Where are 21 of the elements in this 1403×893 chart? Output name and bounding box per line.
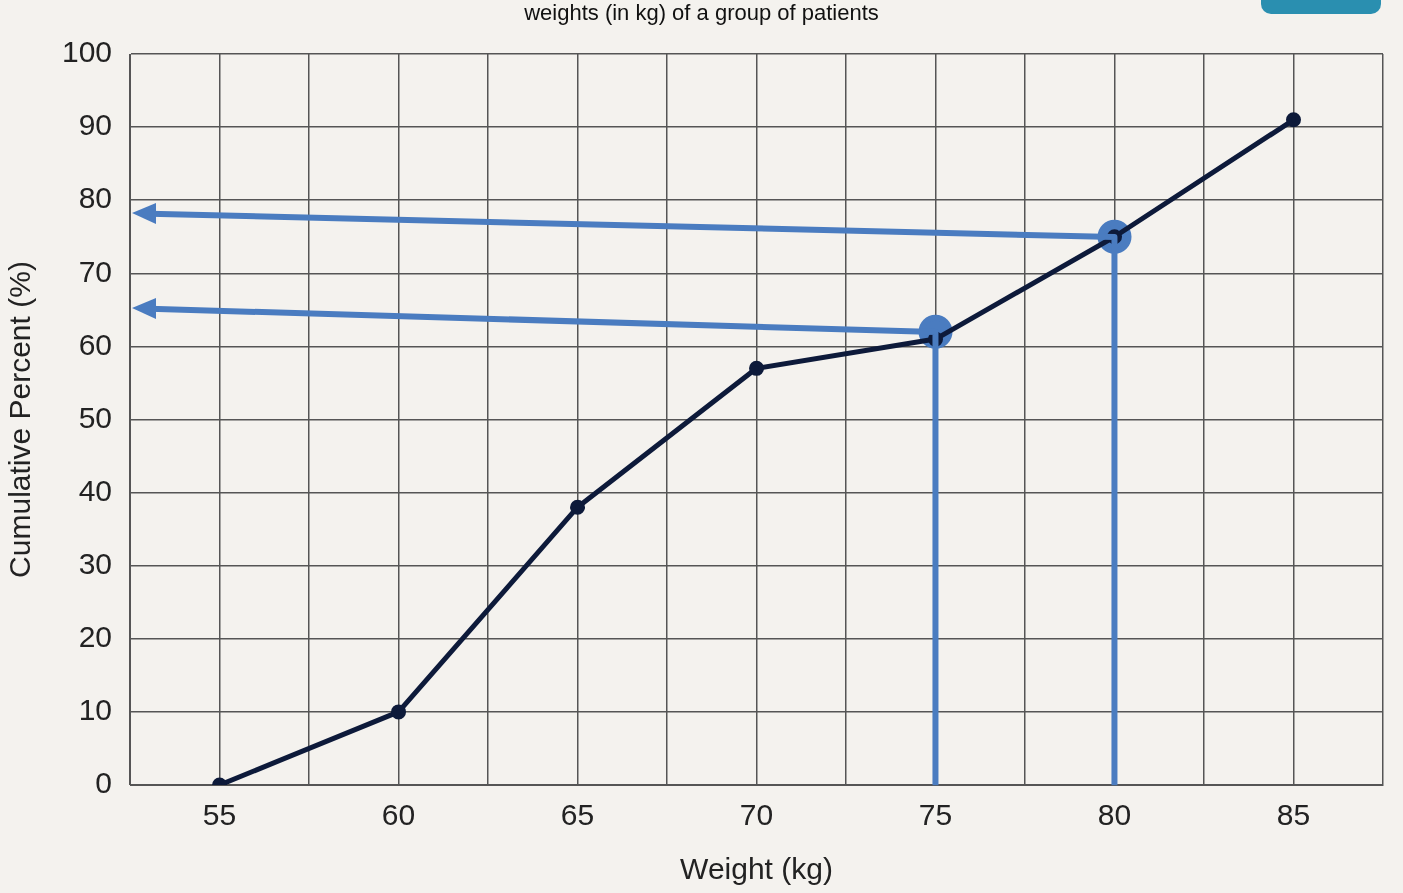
x-tick-label: 55 xyxy=(202,798,237,832)
x-tick-label: 65 xyxy=(560,798,595,832)
y-tick-label: 10 xyxy=(78,693,113,727)
y-tick-label: 70 xyxy=(78,254,113,288)
y-tick-label: 50 xyxy=(78,400,113,434)
x-axis-title: Weight (kg) xyxy=(680,852,833,886)
y-tick-label: 40 xyxy=(78,473,113,507)
x-tick-label: 75 xyxy=(918,798,953,832)
y-tick-label: 0 xyxy=(95,766,113,800)
y-tick-label: 90 xyxy=(78,108,113,142)
x-tick-label: 85 xyxy=(1276,798,1311,832)
y-tick-label: 20 xyxy=(78,620,113,654)
y-tick-label: 80 xyxy=(78,181,113,215)
y-tick-label: 30 xyxy=(78,546,113,580)
x-tick-label: 60 xyxy=(381,798,416,832)
y-tick-label: 100 xyxy=(61,35,113,69)
x-tick-label: 70 xyxy=(739,798,774,832)
y-tick-label: 60 xyxy=(78,327,113,361)
chart-title: weights (in kg) of a group of patients xyxy=(523,0,880,26)
x-tick-label: 80 xyxy=(1097,798,1132,832)
y-axis-title: Cumulative Percent (%) xyxy=(3,261,37,578)
